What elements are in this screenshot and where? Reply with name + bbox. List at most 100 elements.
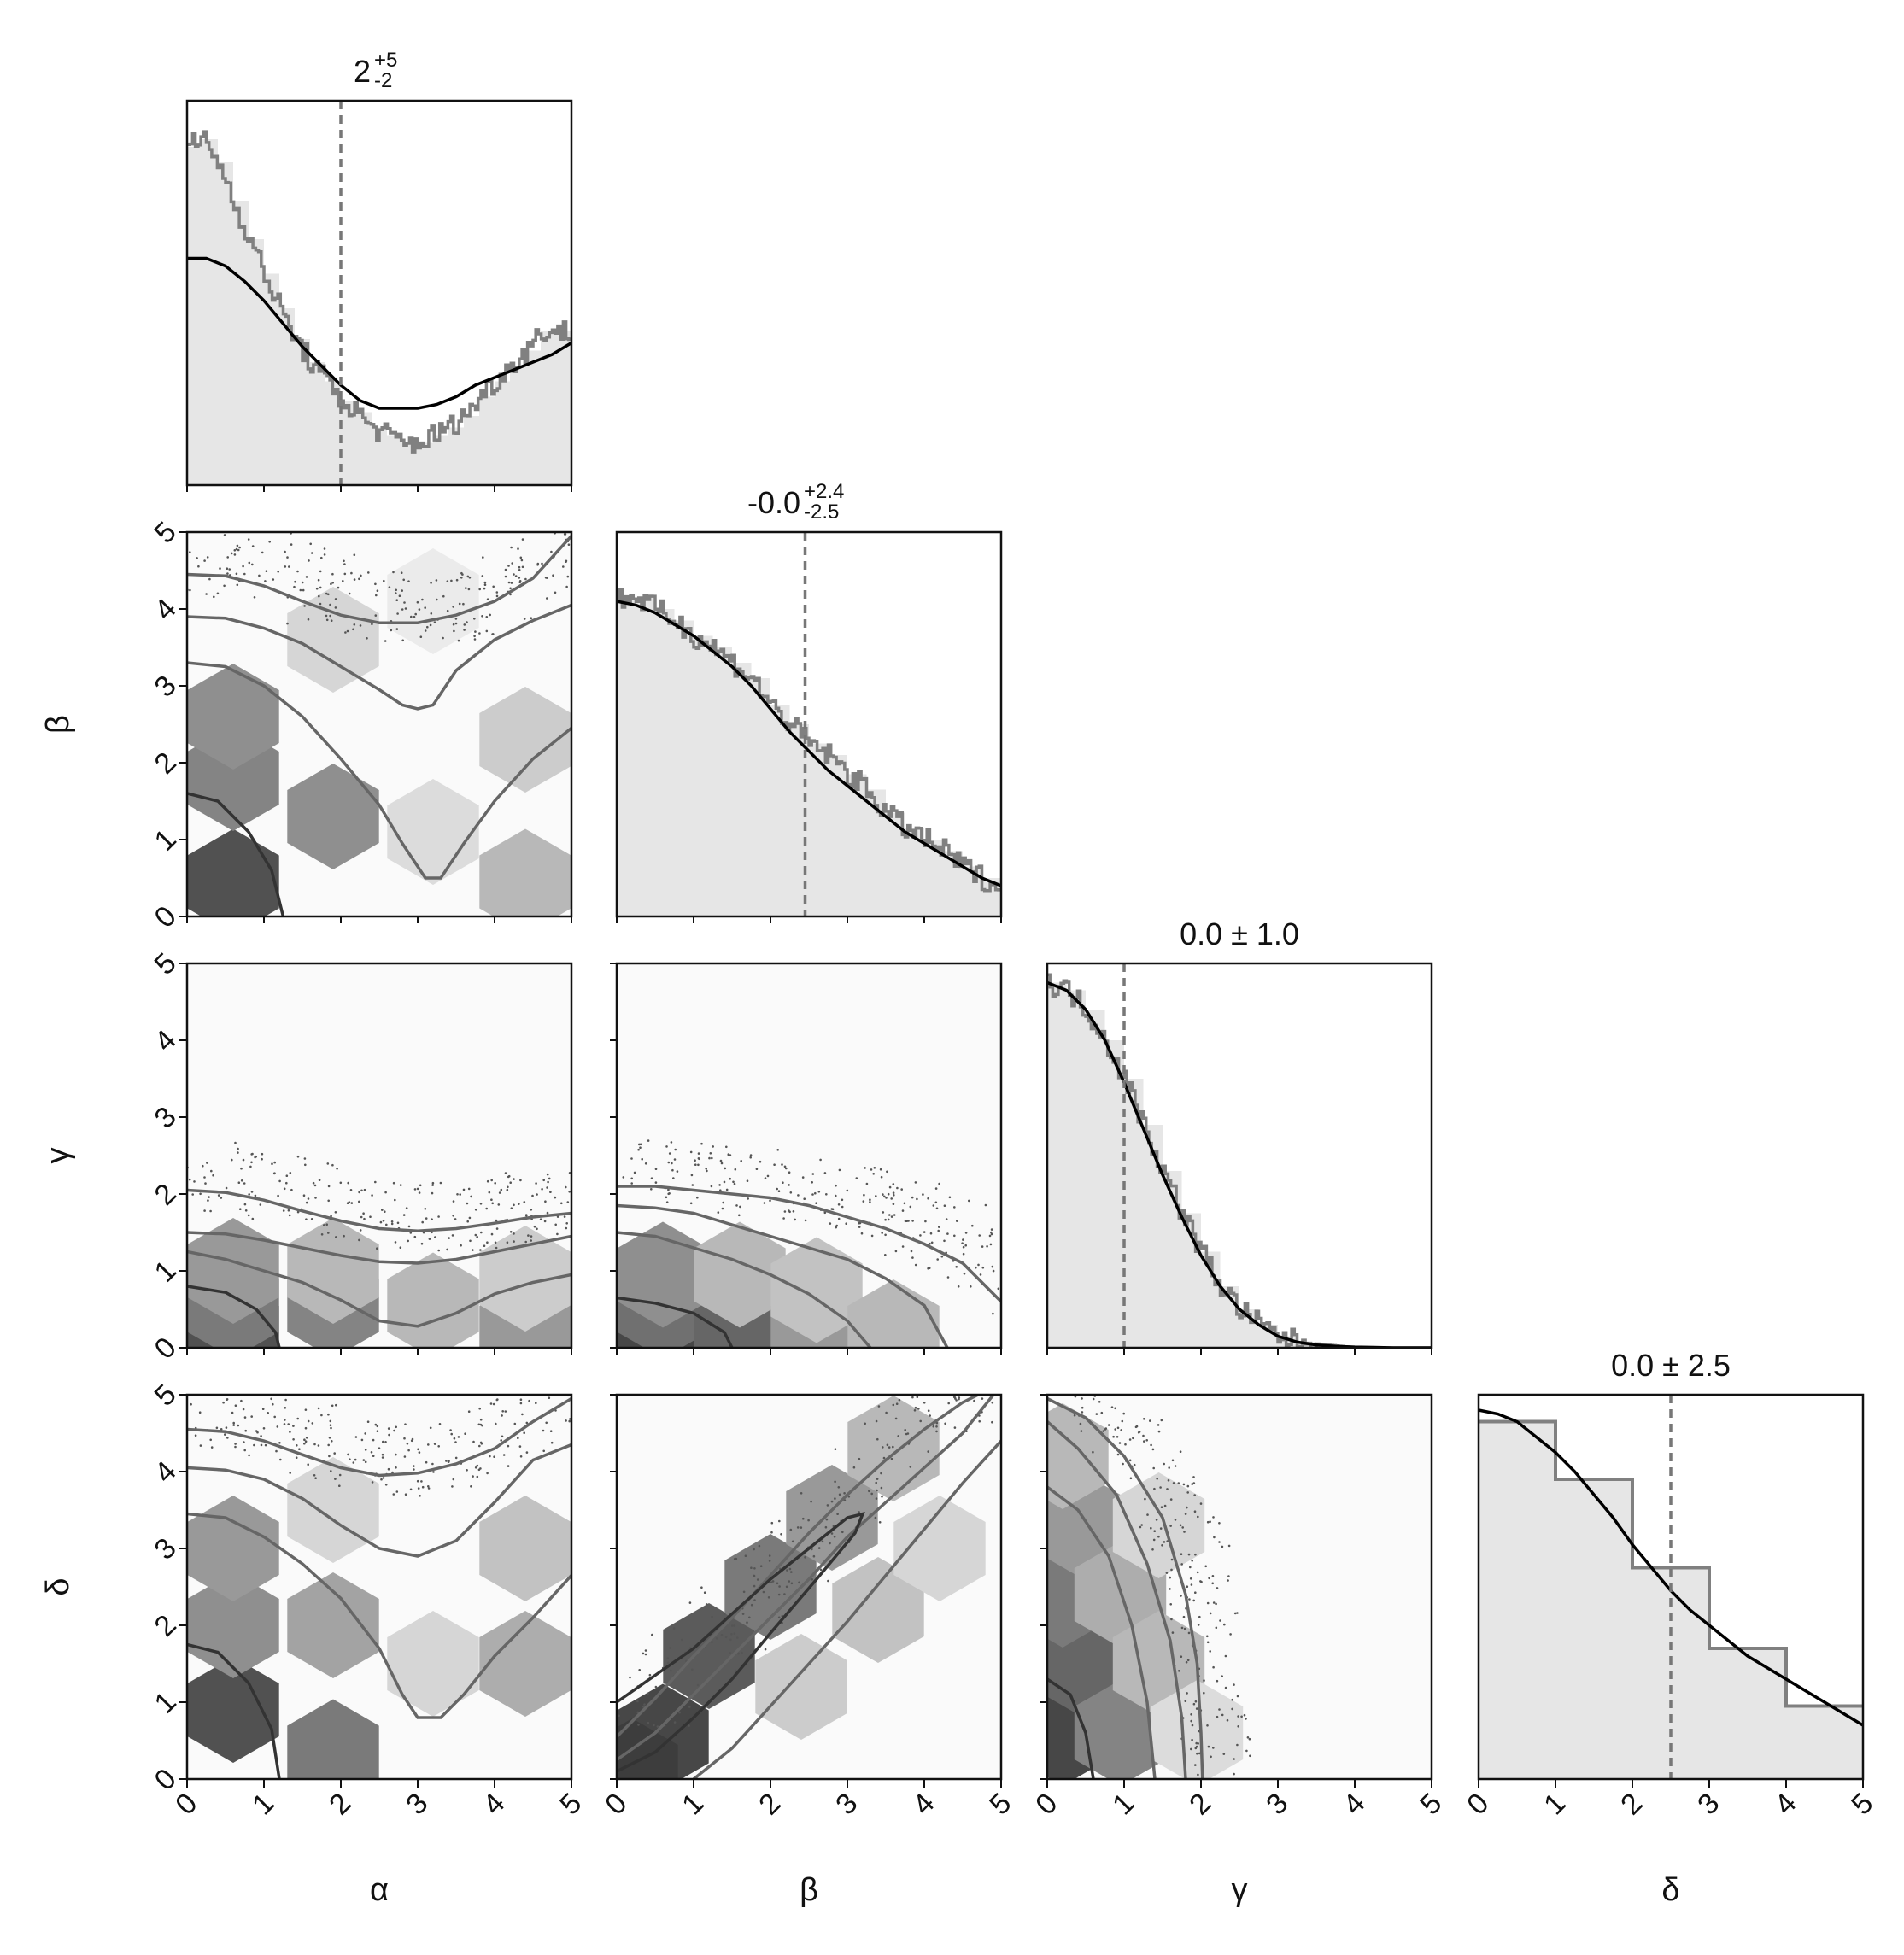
scatter-point: [639, 1143, 642, 1146]
scatter-point: [937, 1229, 940, 1232]
scatter-point: [1222, 1753, 1226, 1755]
scatter-point: [978, 1234, 981, 1237]
panel-frame: [185, 99, 573, 487]
scatter-point: [548, 1177, 551, 1180]
scatter-point: [472, 1440, 475, 1443]
scatter-point: [395, 628, 399, 630]
scatter-point: [1163, 1504, 1167, 1507]
scatter-point: [943, 1204, 946, 1207]
scatter-point: [416, 600, 419, 604]
scatter-point: [457, 1436, 460, 1438]
scatter-point: [323, 1224, 325, 1226]
scatter-point: [763, 1202, 766, 1204]
scatter-point: [644, 1162, 647, 1165]
hex-bin: [187, 1657, 279, 1763]
scatter-point: [290, 1188, 293, 1191]
scatter-point: [785, 1167, 788, 1170]
scatter-point: [907, 1382, 910, 1384]
scatter-point: [264, 1443, 267, 1447]
scatter-point: [1114, 1428, 1116, 1431]
scatter-point: [750, 1566, 753, 1569]
scatter-point: [953, 1396, 957, 1399]
scatter-point: [518, 565, 521, 569]
scatter-point: [1094, 1367, 1097, 1369]
scatter-point: [243, 1441, 245, 1443]
scatter-point: [203, 559, 206, 562]
scatter-point: [251, 1152, 254, 1156]
scatter-point: [476, 1464, 479, 1467]
scatter-point: [1186, 1491, 1189, 1494]
scatter-point: [331, 1404, 334, 1408]
scatter-point: [507, 1175, 510, 1179]
scatter-point: [909, 1466, 912, 1468]
scatter-point: [882, 1193, 884, 1196]
scatter-point: [1056, 1375, 1058, 1378]
scatter-point: [922, 1193, 924, 1196]
scatter-point: [254, 1194, 257, 1197]
panel-α-β: [185, 530, 573, 918]
scatter-point: [237, 1151, 239, 1154]
scatter-point: [374, 614, 378, 617]
y-tick-label: 3: [149, 1101, 183, 1135]
scatter-point: [1249, 1754, 1251, 1758]
scatter-point: [836, 1513, 839, 1515]
scatter-point: [1190, 1583, 1193, 1586]
scatter-point: [1213, 1536, 1216, 1539]
scatter-point: [817, 1191, 821, 1193]
scatter-point: [913, 1409, 917, 1412]
scatter-point: [1152, 1466, 1155, 1470]
scatter-point: [819, 1568, 823, 1572]
scatter-point: [486, 1179, 489, 1183]
scatter-point: [1180, 1626, 1184, 1630]
scatter-point: [1116, 1453, 1120, 1456]
scatter-point: [225, 1186, 228, 1190]
scatter-point: [892, 1191, 895, 1194]
histogram-fill: [187, 139, 571, 485]
scatter-point: [1160, 1419, 1163, 1422]
scatter-point: [327, 1232, 330, 1234]
scatter-point: [946, 1276, 950, 1279]
scatter-point: [273, 1415, 277, 1419]
scatter-point: [394, 1198, 396, 1202]
scatter-point: [421, 1220, 425, 1224]
scatter-point: [289, 1431, 291, 1433]
scatter-point: [729, 1177, 731, 1180]
scatter-point: [963, 1272, 966, 1275]
scatter-point: [305, 1201, 308, 1204]
scatter-point: [1121, 1419, 1124, 1423]
scatter-point: [801, 1176, 805, 1179]
scatter-point: [329, 1424, 332, 1426]
scatter-point: [697, 1152, 700, 1155]
scatter-point: [289, 1172, 292, 1174]
scatter-point: [334, 1478, 337, 1480]
scatter-point: [700, 1142, 703, 1145]
scatter-point: [264, 580, 267, 582]
scatter-point: [506, 1241, 509, 1244]
scatter-point: [782, 1181, 784, 1184]
contour-line: [1047, 1677, 1095, 1779]
scatter-point: [303, 605, 306, 607]
scatter-point: [1027, 1390, 1029, 1393]
scatter-point: [384, 1441, 387, 1443]
scatter-point: [622, 1176, 625, 1179]
scatter-point: [476, 1475, 479, 1478]
scatter-point: [337, 586, 340, 589]
x-tick-label: 3: [400, 1787, 434, 1821]
scatter-point: [711, 1615, 713, 1618]
scatter-point: [753, 1574, 756, 1577]
scatter-point: [847, 1495, 851, 1498]
scatter-point: [1197, 1624, 1200, 1626]
scatter-point: [945, 1218, 948, 1220]
contour-line: [617, 1296, 734, 1348]
scatter-point: [1194, 1591, 1197, 1594]
scatter-point: [395, 1425, 398, 1429]
scatter-point: [237, 548, 240, 552]
scatter-point: [370, 1451, 373, 1454]
hex-bin: [893, 1496, 986, 1601]
scatter-point: [542, 1179, 545, 1182]
scatter-point: [1081, 1411, 1084, 1414]
scatter-point: [530, 1209, 533, 1211]
scatter-point: [312, 1181, 315, 1185]
scatter-point: [1218, 1541, 1221, 1543]
scatter-point: [876, 1478, 879, 1480]
